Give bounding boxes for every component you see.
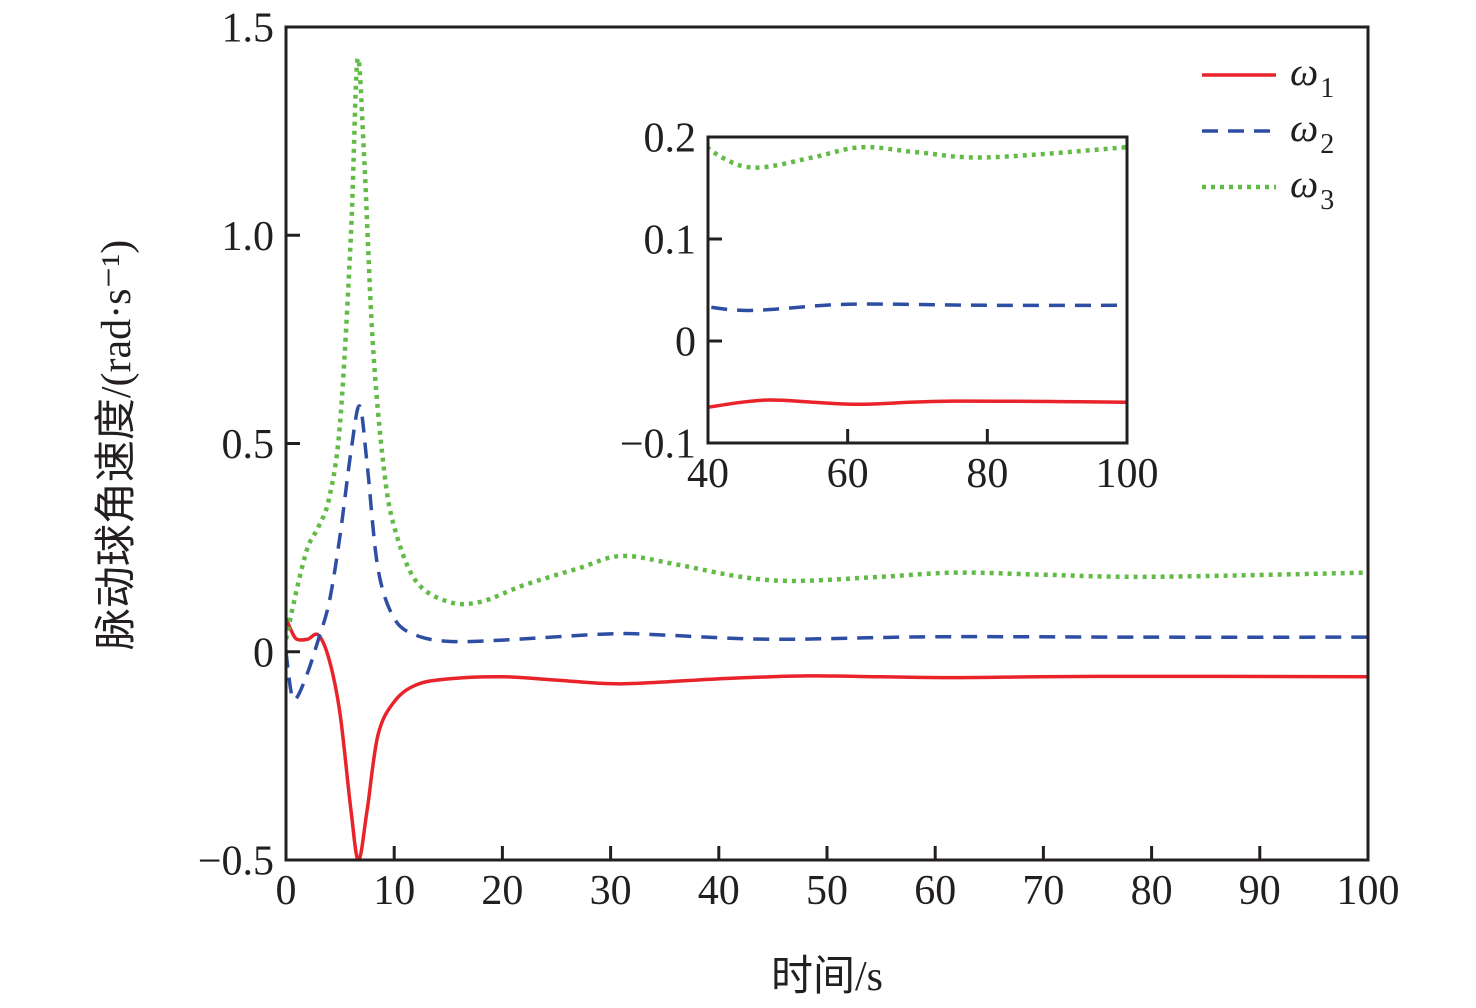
inset-y-tick-label: 0.2 bbox=[644, 116, 697, 162]
y-tick-label: −0.5 bbox=[198, 839, 274, 885]
inset-series-line-2 bbox=[708, 302, 1127, 313]
main-plot-series bbox=[286, 56, 1368, 860]
inset-plot-frame bbox=[706, 135, 1129, 445]
x-tick-label: 100 bbox=[1337, 868, 1400, 914]
legend-label-3: ω3 bbox=[1290, 161, 1334, 216]
inset-axis-ticks: 40 60 80 100 −0.1 0 0.1 0.2 bbox=[620, 116, 1159, 497]
x-tick-label: 80 bbox=[1131, 868, 1173, 914]
x-tick-label: 50 bbox=[806, 868, 848, 914]
series-line-2 bbox=[286, 404, 1368, 702]
y-tick-label: 1.0 bbox=[222, 214, 275, 260]
y-tick-label: 1.5 bbox=[222, 6, 275, 52]
x-tick-label: 0 bbox=[276, 868, 297, 914]
inset-x-tick-label: 40 bbox=[687, 451, 729, 497]
x-tick-label: 10 bbox=[373, 868, 415, 914]
series-line-1 bbox=[286, 617, 1368, 860]
y-axis-label: 脉动球角速度/(rad·s⁻¹) bbox=[94, 240, 140, 650]
x-axis-label: 时间/s bbox=[771, 954, 883, 1000]
legend-label-2: ω2 bbox=[1290, 105, 1334, 160]
y-tick-label: 0.5 bbox=[222, 422, 275, 468]
inset-x-tick-label: 100 bbox=[1096, 451, 1159, 497]
main-axis-ticks: 0 10 20 30 40 50 60 70 80 90 100−0.500.51.01.5 bbox=[198, 6, 1400, 914]
x-tick-label: 20 bbox=[481, 868, 523, 914]
inset-y-tick-label: 0 bbox=[675, 320, 696, 366]
inset-x-tick-label: 80 bbox=[966, 451, 1008, 497]
inset-series-line-1 bbox=[708, 398, 1127, 410]
x-tick-label: 30 bbox=[590, 868, 632, 914]
x-tick-label: 70 bbox=[1022, 868, 1064, 914]
inset-y-tick-label: 0.1 bbox=[644, 218, 697, 264]
x-tick-label: 60 bbox=[914, 868, 956, 914]
legend-label-1: ω1 bbox=[1290, 49, 1334, 104]
x-tick-label: 90 bbox=[1239, 868, 1281, 914]
inset-plot-series bbox=[708, 144, 1127, 410]
y-tick-label: 0 bbox=[253, 630, 274, 676]
series-line-3 bbox=[286, 56, 1368, 640]
inset-background bbox=[708, 137, 1127, 443]
x-tick-label: 40 bbox=[698, 868, 740, 914]
inset-x-tick-label: 60 bbox=[827, 451, 869, 497]
inset-y-tick-label: −0.1 bbox=[620, 422, 696, 468]
